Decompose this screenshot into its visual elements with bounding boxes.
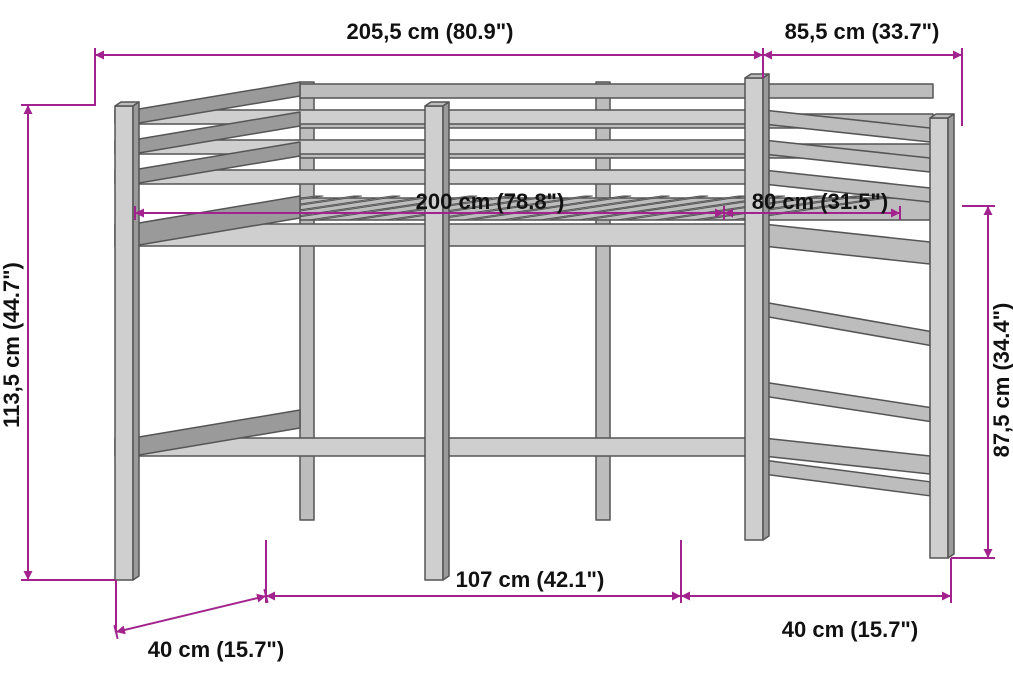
- dim-label-gap_left: 40 cm (15.7"): [148, 638, 284, 662]
- dim-label-gap_right: 40 cm (15.7"): [782, 618, 918, 642]
- dim-label-height_overall: 113,5 cm (44.7"): [0, 262, 24, 428]
- dim-label-length_overall: 205,5 cm (80.9"): [347, 20, 514, 44]
- dim-label-mattress_length: 200 cm (78.8"): [416, 190, 565, 214]
- dim-label-under_height: 87,5 cm (34.4"): [990, 303, 1013, 458]
- dim-label-width_overall: 85,5 cm (33.7"): [785, 20, 940, 44]
- dim-label-mattress_width: 80 cm (31.5"): [752, 190, 888, 214]
- diagram-stage: { "canvas": { "width": 1013, "height": 6…: [0, 0, 1013, 686]
- dim-label-ladder_opening: 107 cm (42.1"): [456, 568, 605, 592]
